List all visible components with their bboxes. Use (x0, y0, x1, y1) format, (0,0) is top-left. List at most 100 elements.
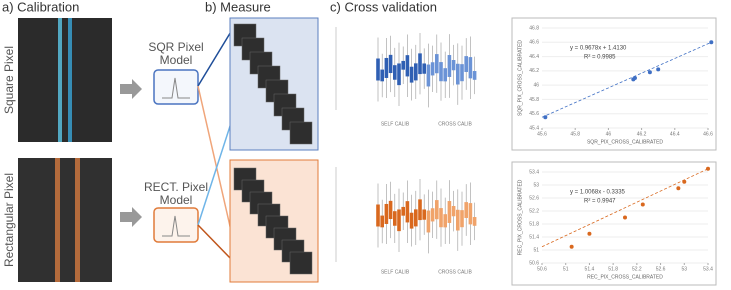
panel-title: a) Calibration (2, 0, 79, 14)
model-curve (162, 77, 190, 99)
box (456, 209, 460, 231)
arrow (120, 79, 142, 99)
box (388, 200, 393, 220)
data-point (709, 40, 714, 45)
x-tick-label: 52.2 (632, 266, 642, 272)
box (460, 210, 464, 228)
strip-image (18, 158, 112, 282)
box (422, 209, 426, 220)
connector (197, 119, 233, 226)
x-tick-label: 45.6 (537, 131, 547, 137)
x-tick-label: 53.4 (703, 266, 713, 272)
y-tick-label: 46.2 (529, 68, 539, 74)
box (380, 69, 384, 82)
data-point (647, 70, 652, 75)
connector (197, 85, 233, 236)
box (464, 202, 468, 218)
y-axis-label: REC_PIX_CROSS_CALIBRATED (517, 179, 523, 255)
strip-line (58, 18, 62, 142)
group-label: SELF CALIB (381, 121, 410, 127)
r-squared: R² = 0.9947 (584, 199, 616, 205)
box (430, 208, 435, 222)
data-point (569, 244, 574, 249)
strip-line (75, 158, 80, 282)
box (397, 209, 401, 232)
model-curve (162, 215, 190, 237)
connector (197, 224, 233, 261)
chart-frame (511, 17, 717, 151)
box (388, 54, 393, 74)
strip-line (68, 18, 72, 142)
connector (197, 29, 233, 87)
panel-title: c) Cross validation (330, 0, 437, 14)
group-label: SELF CALIB (381, 269, 410, 275)
model-label: SQR Pixel (148, 40, 203, 54)
box (393, 211, 397, 226)
image-tile (289, 121, 313, 145)
arrow (120, 207, 142, 227)
box (439, 62, 443, 82)
x-tick-label: 45.8 (570, 131, 580, 137)
box (393, 65, 397, 80)
x-tick-label: 51.4 (585, 266, 595, 272)
data-point (587, 231, 592, 236)
equation: y = 0.9678x + 1.4130 (570, 46, 627, 52)
panel-title: b) Measure (205, 0, 271, 14)
box (418, 53, 422, 75)
y-tick-label: 45.8 (529, 97, 539, 103)
box (468, 57, 473, 79)
y-tick-label: 53.4 (529, 169, 539, 175)
box (447, 55, 452, 77)
y-tick-label: 51.8 (529, 221, 539, 227)
x-tick-label: 46.4 (670, 131, 680, 137)
equation: y = 1.0068x - 0.3335 (570, 190, 626, 196)
box (401, 60, 405, 70)
y-axis-label: SQR_PIX_CROSS_CALIBRATED (517, 40, 523, 116)
box (384, 203, 389, 224)
x-tick-label: 46 (606, 131, 612, 137)
y-tick-label: 51.4 (529, 234, 539, 240)
box (451, 206, 456, 217)
box (443, 214, 447, 228)
x-tick-label: 46.6 (703, 131, 713, 137)
trendline (541, 41, 712, 118)
x-tick-label: 51 (563, 266, 569, 272)
data-point (623, 215, 627, 220)
box (422, 63, 426, 74)
data-point (640, 202, 645, 207)
data-point (632, 76, 637, 80)
box (456, 63, 460, 85)
box (376, 204, 380, 227)
box (430, 62, 435, 76)
box (405, 201, 410, 223)
box (435, 200, 439, 220)
box (376, 58, 380, 81)
box (401, 206, 405, 216)
box (384, 57, 389, 78)
box (447, 201, 452, 223)
box (443, 68, 447, 82)
y-tick-label: 46.8 (529, 25, 539, 31)
model-label: RECT. Pixel (144, 180, 208, 194)
y-tick-label: 46.6 (529, 40, 539, 46)
image-tile (289, 251, 313, 275)
box (426, 210, 431, 233)
y-tick-label: 51 (533, 247, 539, 253)
data-point (682, 179, 687, 184)
x-axis-label: REC_PIX_CROSS_CALIBRATED (587, 274, 663, 280)
box (451, 60, 456, 71)
x-tick-label: 46.2 (637, 131, 647, 137)
model-label: Model (160, 53, 193, 67)
box (460, 64, 464, 82)
model-label: Model (160, 193, 193, 207)
box (405, 55, 410, 77)
group-label: CROSS CALIB (438, 121, 472, 127)
y-tick-label: 52.2 (529, 208, 539, 214)
x-tick-label: 50.6 (537, 266, 547, 272)
group-label: CROSS CALIB (438, 269, 472, 275)
box (435, 54, 439, 74)
strip-line (55, 158, 60, 282)
y-tick-label: 46 (533, 82, 539, 88)
box (468, 203, 473, 225)
x-tick-label: 51.8 (608, 266, 618, 272)
